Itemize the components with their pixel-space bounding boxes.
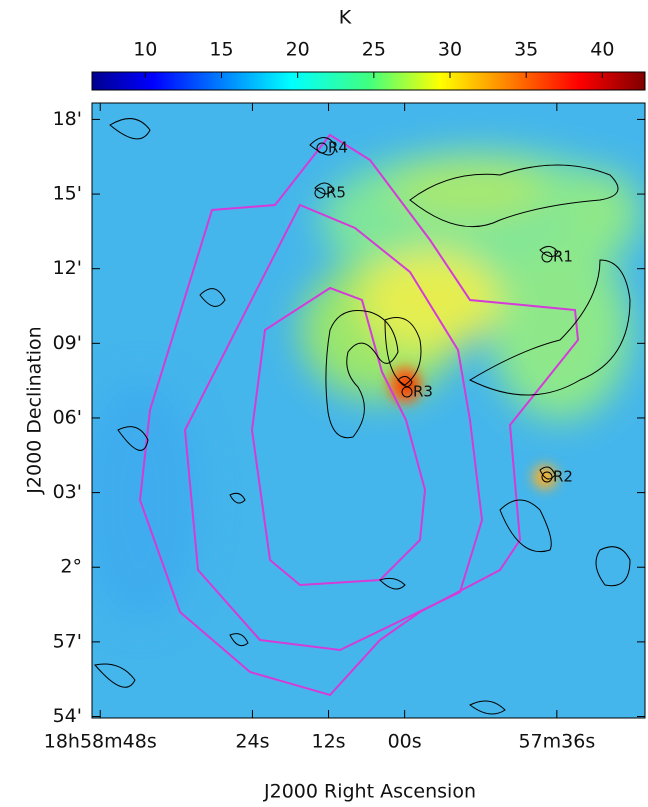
x-tick-label: 00s (388, 731, 422, 753)
y-tick-label: 18' (53, 108, 82, 130)
annotation: R5 (326, 184, 346, 202)
source-marker (316, 142, 328, 154)
y-tick-label: 57' (53, 630, 82, 652)
colorbar-tick-label: 20 (286, 39, 310, 61)
y-tick-label: 06' (53, 406, 82, 428)
y-tick-label: 54' (53, 705, 82, 727)
source-marker (541, 471, 553, 483)
annotation: R2 (553, 468, 573, 486)
y-tick-label: 03' (53, 481, 82, 503)
y-axis-label: J2000 Declination (24, 326, 46, 494)
colorbar-tick-label: 15 (209, 39, 233, 61)
colorbar-tick-label: 35 (514, 39, 538, 61)
colorbar-tick-label: 40 (590, 39, 614, 61)
plot-frame (91, 102, 646, 719)
y-tick-label: 12' (53, 257, 82, 279)
y-tick-label: 2° (60, 556, 82, 578)
colorbar-tick-label: 25 (362, 39, 386, 61)
colorbar (91, 71, 646, 91)
emission (92, 150, 640, 620)
colorbar-label: K (339, 7, 352, 29)
colorbar-tick-label: 30 (438, 39, 462, 61)
annotation: R4 (328, 139, 348, 157)
y-tick-label: 09' (53, 332, 82, 354)
annotation: R1 (553, 248, 573, 266)
x-tick-label: 24s (235, 731, 269, 753)
contour-middle (183, 203, 484, 652)
x-tick-label: 12s (312, 731, 346, 753)
source-marker (314, 187, 326, 199)
x-tick-label: 57m36s (518, 731, 595, 753)
contour-inner (250, 286, 427, 587)
x-axis-label: J2000 Right Ascension (263, 781, 476, 803)
source-marker (541, 251, 553, 263)
black-contours (94, 118, 631, 715)
source-marker (401, 386, 413, 398)
colorbar-tick-label: 10 (133, 39, 157, 61)
annotation: R3 (413, 383, 433, 401)
x-tick-label: 18h58m48s (44, 731, 157, 753)
image (92, 103, 645, 718)
y-tick-label: 15' (53, 183, 82, 205)
